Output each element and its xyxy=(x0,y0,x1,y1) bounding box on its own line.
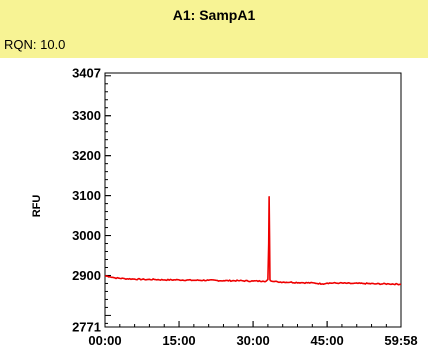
y-tick-label: 3200 xyxy=(72,148,101,163)
y-tick-label: 2771 xyxy=(72,320,101,335)
y-axis-title: RFU xyxy=(31,195,43,218)
x-tick-label: 59:58 xyxy=(384,333,417,348)
series-group xyxy=(104,196,402,286)
x-tick-label: 45:00 xyxy=(310,333,343,348)
y-tick-label: 2900 xyxy=(72,268,101,283)
y-tick-label: 3300 xyxy=(72,108,101,123)
plot-area xyxy=(104,72,402,328)
sample-header: A1: SampA1 RQN: 10.0 xyxy=(0,0,428,58)
sample-title: A1: SampA1 xyxy=(172,7,256,23)
x-tick-label: 15:00 xyxy=(162,333,195,348)
x-axis: 00:00 15:00 30:00 45:00 59:58 xyxy=(88,321,418,348)
y-tick-label: 3407 xyxy=(72,66,101,81)
plot-frame xyxy=(104,72,402,328)
rfu-trace-line xyxy=(104,196,402,286)
x-tick-label: 00:00 xyxy=(88,333,121,348)
y-tick-label: 3000 xyxy=(72,228,101,243)
rqn-value: RQN: 10.0 xyxy=(4,37,66,52)
y-tick-label: 3100 xyxy=(72,188,101,203)
x-tick-label: 30:00 xyxy=(236,333,269,348)
